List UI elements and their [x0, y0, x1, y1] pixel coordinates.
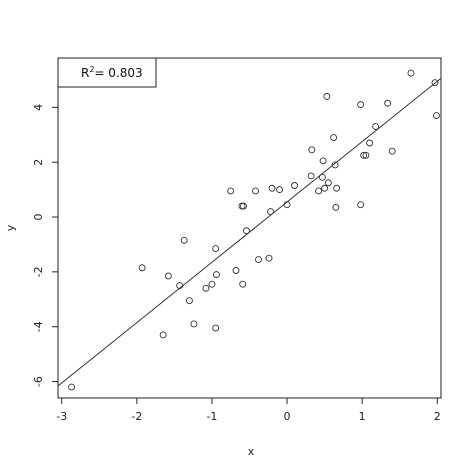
data-point — [190, 320, 198, 328]
data-point — [330, 134, 338, 141]
data-point — [333, 184, 341, 192]
y-axis: -6 -4 -2 0 2 4 — [32, 104, 58, 387]
x-tick-label: 2 — [434, 410, 441, 423]
legend-box: R2= 0.803 — [57, 57, 157, 88]
data-point — [176, 282, 184, 290]
data-point — [243, 227, 250, 235]
legend-text: R2= 0.803 — [81, 65, 143, 80]
data-point — [212, 245, 220, 253]
plot-frame — [57, 57, 442, 399]
x-tick-label: 1 — [359, 410, 366, 423]
data-point — [357, 201, 365, 209]
data-point — [388, 147, 396, 155]
data-point — [433, 112, 440, 120]
data-point — [321, 184, 329, 192]
data-point — [384, 99, 392, 107]
data-point — [318, 173, 326, 181]
data-point — [407, 69, 415, 77]
data-point — [68, 383, 75, 391]
legend-prefix: R — [81, 66, 89, 80]
data-point — [315, 187, 323, 195]
data-point — [208, 280, 216, 288]
data-point — [232, 267, 240, 274]
y-tick-label: 4 — [32, 104, 45, 111]
data-point — [255, 256, 262, 263]
data-point — [227, 187, 235, 195]
data-point — [331, 161, 339, 169]
data-point — [159, 331, 167, 339]
data-point — [323, 92, 331, 100]
data-point — [324, 179, 332, 187]
legend-value: = 0.803 — [94, 66, 142, 80]
data-point — [138, 264, 146, 272]
x-axis: -3 -2 -1 0 1 2 — [56, 398, 441, 423]
x-tick-label: -2 — [131, 410, 142, 423]
points-layer — [68, 69, 440, 391]
data-point — [366, 139, 374, 147]
y-tick-label: -4 — [32, 321, 45, 332]
data-point — [308, 146, 316, 154]
data-point — [431, 79, 439, 87]
data-point — [267, 208, 274, 215]
x-tick-label: -1 — [206, 410, 217, 423]
data-point — [362, 151, 370, 159]
data-point — [332, 203, 340, 211]
y-axis-label: y — [4, 224, 17, 231]
data-point — [213, 271, 220, 279]
data-point — [202, 284, 210, 292]
x-tick-label: 0 — [284, 410, 291, 423]
data-point — [180, 236, 188, 244]
data-point — [307, 172, 315, 180]
data-point — [291, 182, 299, 189]
data-point — [268, 184, 276, 192]
data-point — [372, 123, 380, 130]
data-point — [212, 324, 220, 332]
data-point — [240, 202, 247, 210]
y-tick-label: 2 — [32, 159, 45, 166]
legend-superscript: 2 — [89, 65, 94, 74]
data-point — [360, 151, 368, 159]
y-tick-label: 0 — [32, 214, 45, 221]
x-tick-label: -3 — [56, 410, 67, 423]
data-point — [357, 101, 365, 109]
data-point — [319, 157, 327, 165]
data-point — [265, 254, 273, 262]
data-point — [164, 272, 172, 280]
x-axis-label: x — [248, 445, 255, 458]
data-point — [252, 187, 259, 195]
data-point — [185, 297, 193, 305]
legend-frame — [57, 57, 157, 88]
data-point — [276, 186, 283, 194]
y-tick-label: -6 — [32, 376, 45, 387]
data-point — [239, 280, 247, 288]
y-tick-label: -2 — [32, 266, 45, 277]
data-point — [283, 201, 291, 209]
